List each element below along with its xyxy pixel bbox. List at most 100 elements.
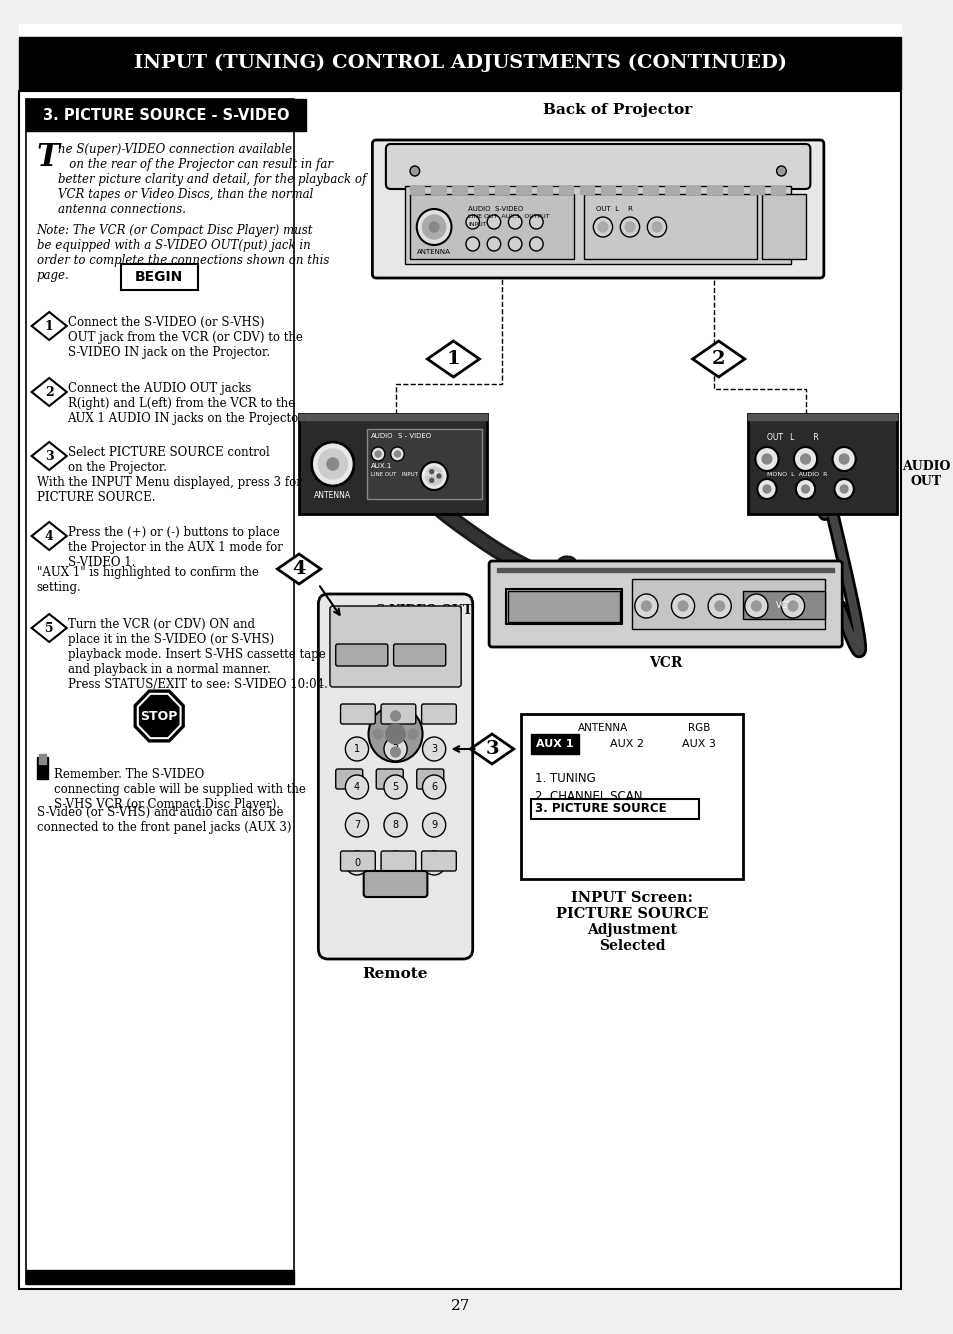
Text: Remember. The S-VIDEO
connecting cable will be supplied with the
S-VHS VCR (or C: Remember. The S-VIDEO connecting cable w… <box>54 768 306 811</box>
Text: LINE OUT   INPUT   OUTPUT: LINE OUT INPUT OUTPUT <box>371 471 445 476</box>
FancyBboxPatch shape <box>120 264 197 289</box>
Text: INPUT: INPUT <box>467 223 486 228</box>
Circle shape <box>391 447 404 462</box>
FancyBboxPatch shape <box>416 768 443 788</box>
Bar <box>727 185 742 193</box>
Text: 0: 0 <box>354 858 359 868</box>
Circle shape <box>312 442 354 486</box>
Text: ANTENNA: ANTENNA <box>578 723 627 732</box>
Text: MONO  L  AUDIO  R: MONO L AUDIO R <box>766 471 826 476</box>
FancyBboxPatch shape <box>372 140 823 277</box>
Bar <box>19 91 901 1289</box>
Circle shape <box>598 221 607 232</box>
Circle shape <box>640 602 651 611</box>
Bar <box>747 414 896 420</box>
Bar <box>298 414 487 514</box>
Text: S - VIDEO: S - VIDEO <box>398 434 431 439</box>
FancyBboxPatch shape <box>340 704 375 724</box>
Polygon shape <box>31 312 67 340</box>
Text: AUDIO
OUT: AUDIO OUT <box>902 460 949 488</box>
Text: 1: 1 <box>45 320 53 332</box>
Text: PICTURE SOURCE: PICTURE SOURCE <box>556 907 707 920</box>
Text: S-VIDEO OUT: S-VIDEO OUT <box>376 604 472 618</box>
Circle shape <box>422 812 445 836</box>
Bar <box>770 185 784 193</box>
Circle shape <box>345 851 368 875</box>
Circle shape <box>793 447 817 471</box>
Bar <box>366 430 482 499</box>
Circle shape <box>487 215 500 229</box>
Bar <box>747 414 896 514</box>
Text: ANTENNA: ANTENNA <box>416 249 451 255</box>
Text: AUX 2: AUX 2 <box>609 739 643 748</box>
Text: 1: 1 <box>446 350 459 368</box>
FancyBboxPatch shape <box>335 768 362 788</box>
Polygon shape <box>31 614 67 642</box>
Text: 5: 5 <box>45 622 53 635</box>
Circle shape <box>800 454 809 464</box>
Text: 6: 6 <box>431 782 436 792</box>
Text: 2: 2 <box>392 744 398 754</box>
Text: 3: 3 <box>485 740 498 758</box>
Circle shape <box>422 736 445 760</box>
Text: 4: 4 <box>45 530 53 543</box>
FancyBboxPatch shape <box>421 851 456 871</box>
Circle shape <box>465 215 479 229</box>
FancyBboxPatch shape <box>394 644 445 666</box>
Text: Select PICTURE SOURCE control
on the Projector.: Select PICTURE SOURCE control on the Pro… <box>68 446 269 474</box>
Circle shape <box>345 736 368 760</box>
Bar <box>579 185 594 193</box>
Text: 2. CHANNEL SCAN: 2. CHANNEL SCAN <box>535 790 642 803</box>
Text: Adjustment: Adjustment <box>586 923 677 936</box>
Circle shape <box>801 486 808 494</box>
Circle shape <box>383 736 407 760</box>
Bar <box>431 185 445 193</box>
Circle shape <box>593 217 612 237</box>
Bar <box>410 185 424 193</box>
Text: T: T <box>36 141 59 173</box>
Bar <box>452 185 466 193</box>
Bar <box>530 799 699 819</box>
Circle shape <box>832 447 855 471</box>
Polygon shape <box>134 690 184 742</box>
FancyBboxPatch shape <box>330 606 460 687</box>
Bar <box>506 590 621 624</box>
Text: 3. PICTURE SOURCE: 3. PICTURE SOURCE <box>535 803 666 815</box>
FancyBboxPatch shape <box>318 594 473 959</box>
Polygon shape <box>31 522 67 550</box>
Text: 27: 27 <box>450 1299 470 1313</box>
Bar <box>664 185 679 193</box>
Bar <box>405 185 790 264</box>
Circle shape <box>487 237 500 251</box>
Circle shape <box>671 594 694 618</box>
Circle shape <box>425 467 442 486</box>
Circle shape <box>761 454 771 464</box>
Text: 2: 2 <box>45 386 53 399</box>
Circle shape <box>787 602 797 611</box>
FancyBboxPatch shape <box>421 704 456 724</box>
Bar <box>749 185 763 193</box>
Text: 5: 5 <box>392 782 398 792</box>
Text: AUX 1: AUX 1 <box>536 739 573 748</box>
FancyBboxPatch shape <box>489 562 841 647</box>
Text: AUDIO  S-VIDEO: AUDIO S-VIDEO <box>467 205 522 212</box>
Bar <box>520 714 742 879</box>
Text: 9: 9 <box>431 820 436 830</box>
Bar <box>583 193 757 259</box>
Bar <box>474 185 488 193</box>
Circle shape <box>757 479 776 499</box>
Circle shape <box>465 237 479 251</box>
Text: ANTENNA: ANTENNA <box>314 491 351 500</box>
Polygon shape <box>470 734 513 764</box>
Circle shape <box>391 747 400 756</box>
Bar <box>643 185 658 193</box>
FancyBboxPatch shape <box>363 871 427 896</box>
Polygon shape <box>277 554 320 584</box>
Text: RGB: RGB <box>687 723 710 732</box>
Circle shape <box>375 451 380 458</box>
Text: 3: 3 <box>45 450 53 463</box>
Circle shape <box>508 215 521 229</box>
Circle shape <box>429 221 438 232</box>
Bar <box>621 185 636 193</box>
Circle shape <box>436 474 440 478</box>
